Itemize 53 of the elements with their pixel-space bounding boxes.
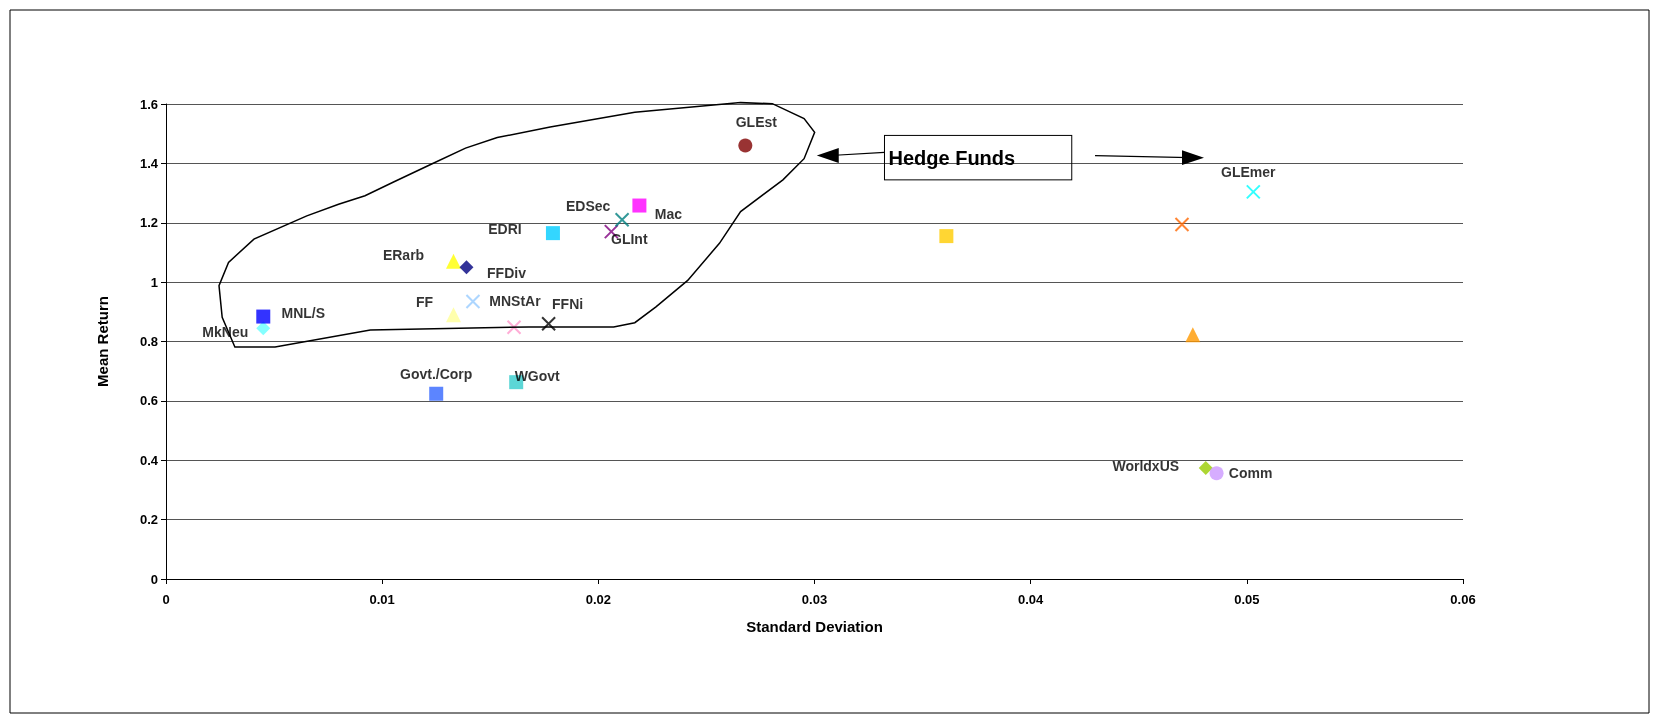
y-tick-label: 0.2	[139, 512, 158, 528]
series-label: FFNi	[552, 295, 584, 312]
y-tick-label: 1.6	[139, 96, 158, 112]
y-tick-label: 1.4	[139, 155, 159, 171]
y-axis-title: Mean Return	[94, 296, 111, 387]
x-axis-title: Standard Deviation	[746, 618, 883, 635]
x-tick-label: 0.03	[801, 592, 828, 607]
y-tick-label: 0.8	[139, 334, 158, 349]
point	[256, 309, 271, 324]
point	[446, 307, 461, 323]
point	[1174, 217, 1190, 233]
point	[1245, 184, 1261, 200]
point	[465, 293, 481, 309]
point	[738, 138, 753, 153]
point	[459, 260, 474, 275]
series-label: MNStAr	[489, 293, 542, 310]
point	[632, 198, 647, 213]
series-label: WorldxUS	[1112, 457, 1180, 474]
series-label: EDRI	[488, 221, 522, 238]
series-label: ERarb	[382, 247, 425, 264]
series-label: Govt./Corp	[400, 365, 473, 382]
point	[256, 321, 271, 336]
point	[939, 229, 954, 244]
y-tick-label: 0.6	[139, 393, 158, 409]
x-tick-label: 0.06	[1450, 592, 1476, 607]
point	[1185, 327, 1201, 343]
series-label: GLInt	[611, 230, 648, 247]
x-tick-label: 0	[162, 592, 170, 607]
point	[1209, 466, 1224, 481]
series-label: GLEmer	[1221, 163, 1277, 180]
point	[429, 386, 444, 401]
series-label: EDSec	[565, 197, 611, 214]
series-label: Mac	[654, 205, 683, 222]
series-label: FF	[415, 293, 434, 310]
x-tick-label: 0.05	[1234, 592, 1260, 607]
series-label: Comm	[1228, 465, 1273, 482]
y-tick-label: 1	[150, 274, 158, 290]
series-label: GLEst	[735, 113, 778, 130]
x-tick-label: 0.01	[369, 592, 395, 607]
y-tick-label: 0	[150, 571, 158, 587]
x-tick-label: 0.04	[1018, 592, 1045, 607]
series-label: MNL/S	[281, 304, 326, 321]
point	[614, 212, 630, 228]
y-tick-label: 0.4	[139, 452, 159, 468]
point	[506, 319, 522, 335]
point	[1198, 460, 1213, 475]
series-label: FFDiv	[487, 265, 527, 282]
point	[446, 253, 461, 269]
y-tick-label: 1.2	[139, 215, 158, 231]
series-label: WGovt	[514, 368, 561, 385]
x-tick-label: 0.02	[585, 592, 611, 607]
point	[545, 226, 560, 241]
point	[541, 316, 557, 332]
